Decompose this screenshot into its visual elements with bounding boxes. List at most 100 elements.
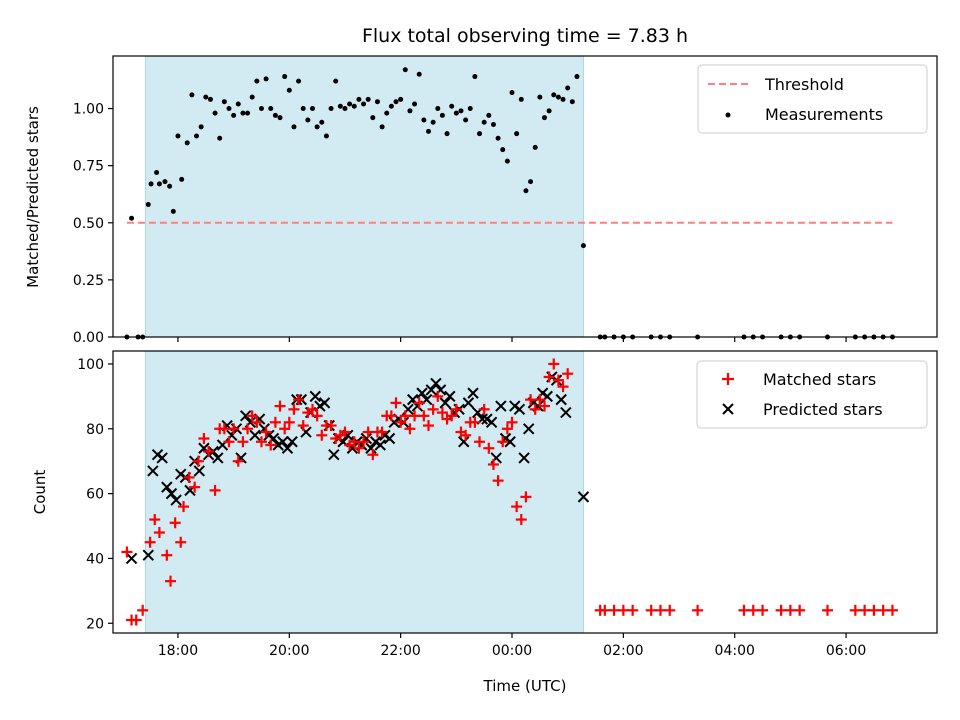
predicted-point	[416, 387, 428, 399]
matched-point	[886, 604, 898, 616]
top-legend-box	[697, 64, 928, 134]
measurement-point	[319, 119, 325, 125]
measurement-point	[184, 140, 190, 146]
matched-point	[232, 455, 244, 467]
predicted-point	[318, 397, 331, 409]
matched-point	[868, 604, 880, 616]
matched-point	[492, 475, 504, 487]
matched-point	[198, 433, 210, 445]
measurement-point	[435, 106, 441, 112]
y-tick-label: 20	[86, 616, 104, 632]
matched-point	[279, 423, 291, 435]
matched-point	[265, 439, 277, 451]
matched-point	[165, 575, 177, 587]
measurement-point	[361, 101, 367, 107]
predicted-point	[495, 400, 507, 412]
matched-point	[562, 368, 574, 380]
x-tick-label: 22:00	[380, 643, 420, 659]
matched-point	[175, 536, 187, 548]
matched-point	[654, 604, 666, 616]
matched-point	[153, 527, 165, 539]
measurement-point	[175, 133, 181, 139]
measurement-point	[532, 144, 538, 150]
matched-point	[784, 604, 796, 616]
measurement-point	[314, 124, 320, 130]
measurement-point	[490, 122, 496, 128]
matched-point	[506, 416, 518, 428]
predicted-point	[365, 442, 377, 454]
observing-span	[145, 351, 584, 633]
matched-point	[269, 416, 281, 428]
matched-point	[520, 491, 532, 503]
matched-point	[130, 614, 142, 626]
matched-point	[525, 394, 537, 406]
y-tick-label: 0.00	[73, 330, 104, 346]
measurement-point	[439, 112, 445, 118]
predicted-point	[142, 549, 154, 561]
matched-point	[877, 604, 889, 616]
predicted-point	[430, 377, 442, 390]
bottom-x-axis: 18:00 20:00 22:00 00:00 02:00 04:00 06:00	[158, 633, 866, 659]
matched-stars-layer	[121, 358, 898, 626]
matched-point	[404, 423, 416, 435]
measurement-point	[444, 131, 450, 137]
bottom-y-axis-label: Count	[31, 470, 49, 515]
bottom-y-axis: 20 40 60 80 100	[77, 357, 113, 632]
matched-point	[529, 403, 541, 415]
matched-point	[137, 604, 149, 616]
matched-point	[192, 455, 204, 467]
matched-point	[534, 394, 546, 406]
measurement-point	[148, 181, 154, 187]
measurement-point	[500, 147, 506, 153]
measurement-point	[282, 74, 288, 80]
matched-point	[460, 429, 472, 441]
matched-point	[450, 403, 462, 415]
measurement-point	[162, 179, 168, 185]
matched-point	[511, 501, 523, 513]
matched-point	[242, 423, 254, 435]
measurement-point	[569, 99, 575, 105]
measurement-point	[194, 133, 200, 139]
matched-point	[552, 374, 564, 386]
y-tick-label: 0.25	[73, 273, 104, 289]
measurement-point	[514, 131, 520, 137]
matched-point	[237, 436, 249, 448]
chart-title: Flux total observing time = 7.83 h	[362, 25, 688, 47]
predicted-point	[170, 494, 182, 506]
predicted-point	[383, 432, 396, 445]
matched-point	[794, 604, 806, 616]
measurement-point	[495, 135, 501, 141]
x-tick-label: 20:00	[269, 643, 309, 659]
bottom-legend-box	[696, 360, 928, 429]
top-x-axis-ticks	[177, 337, 847, 342]
matched-point	[228, 423, 240, 435]
y-tick-label: 60	[86, 487, 104, 503]
measurement-point	[198, 124, 204, 130]
measurement-point	[416, 71, 422, 77]
predicted-point	[286, 436, 298, 448]
y-tick-label: 1.00	[73, 102, 104, 118]
measurement-point	[356, 96, 362, 102]
matched-point	[339, 426, 351, 438]
measurement-point	[268, 106, 274, 112]
predicted-point	[125, 552, 138, 565]
predicted-point	[467, 387, 479, 399]
matched-point	[483, 442, 495, 454]
matched-point	[260, 426, 272, 438]
predicted-point	[249, 429, 261, 441]
top-y-axis: 0.00 0.25 0.50 0.75 1.00	[73, 102, 113, 346]
matched-point	[738, 604, 750, 616]
matched-point	[478, 403, 490, 415]
measurement-point	[477, 131, 483, 137]
measurement-point	[129, 215, 135, 221]
measurement-point	[212, 110, 218, 116]
matched-point	[399, 410, 411, 422]
predicted-point	[555, 393, 567, 406]
x-tick-label: 06:00	[826, 643, 866, 659]
measurement-point	[458, 108, 464, 114]
measurement-point	[272, 112, 278, 118]
measurement-point	[337, 103, 343, 109]
measurement-point	[258, 106, 264, 112]
measurement-point	[170, 208, 176, 214]
matched-point	[617, 604, 629, 616]
